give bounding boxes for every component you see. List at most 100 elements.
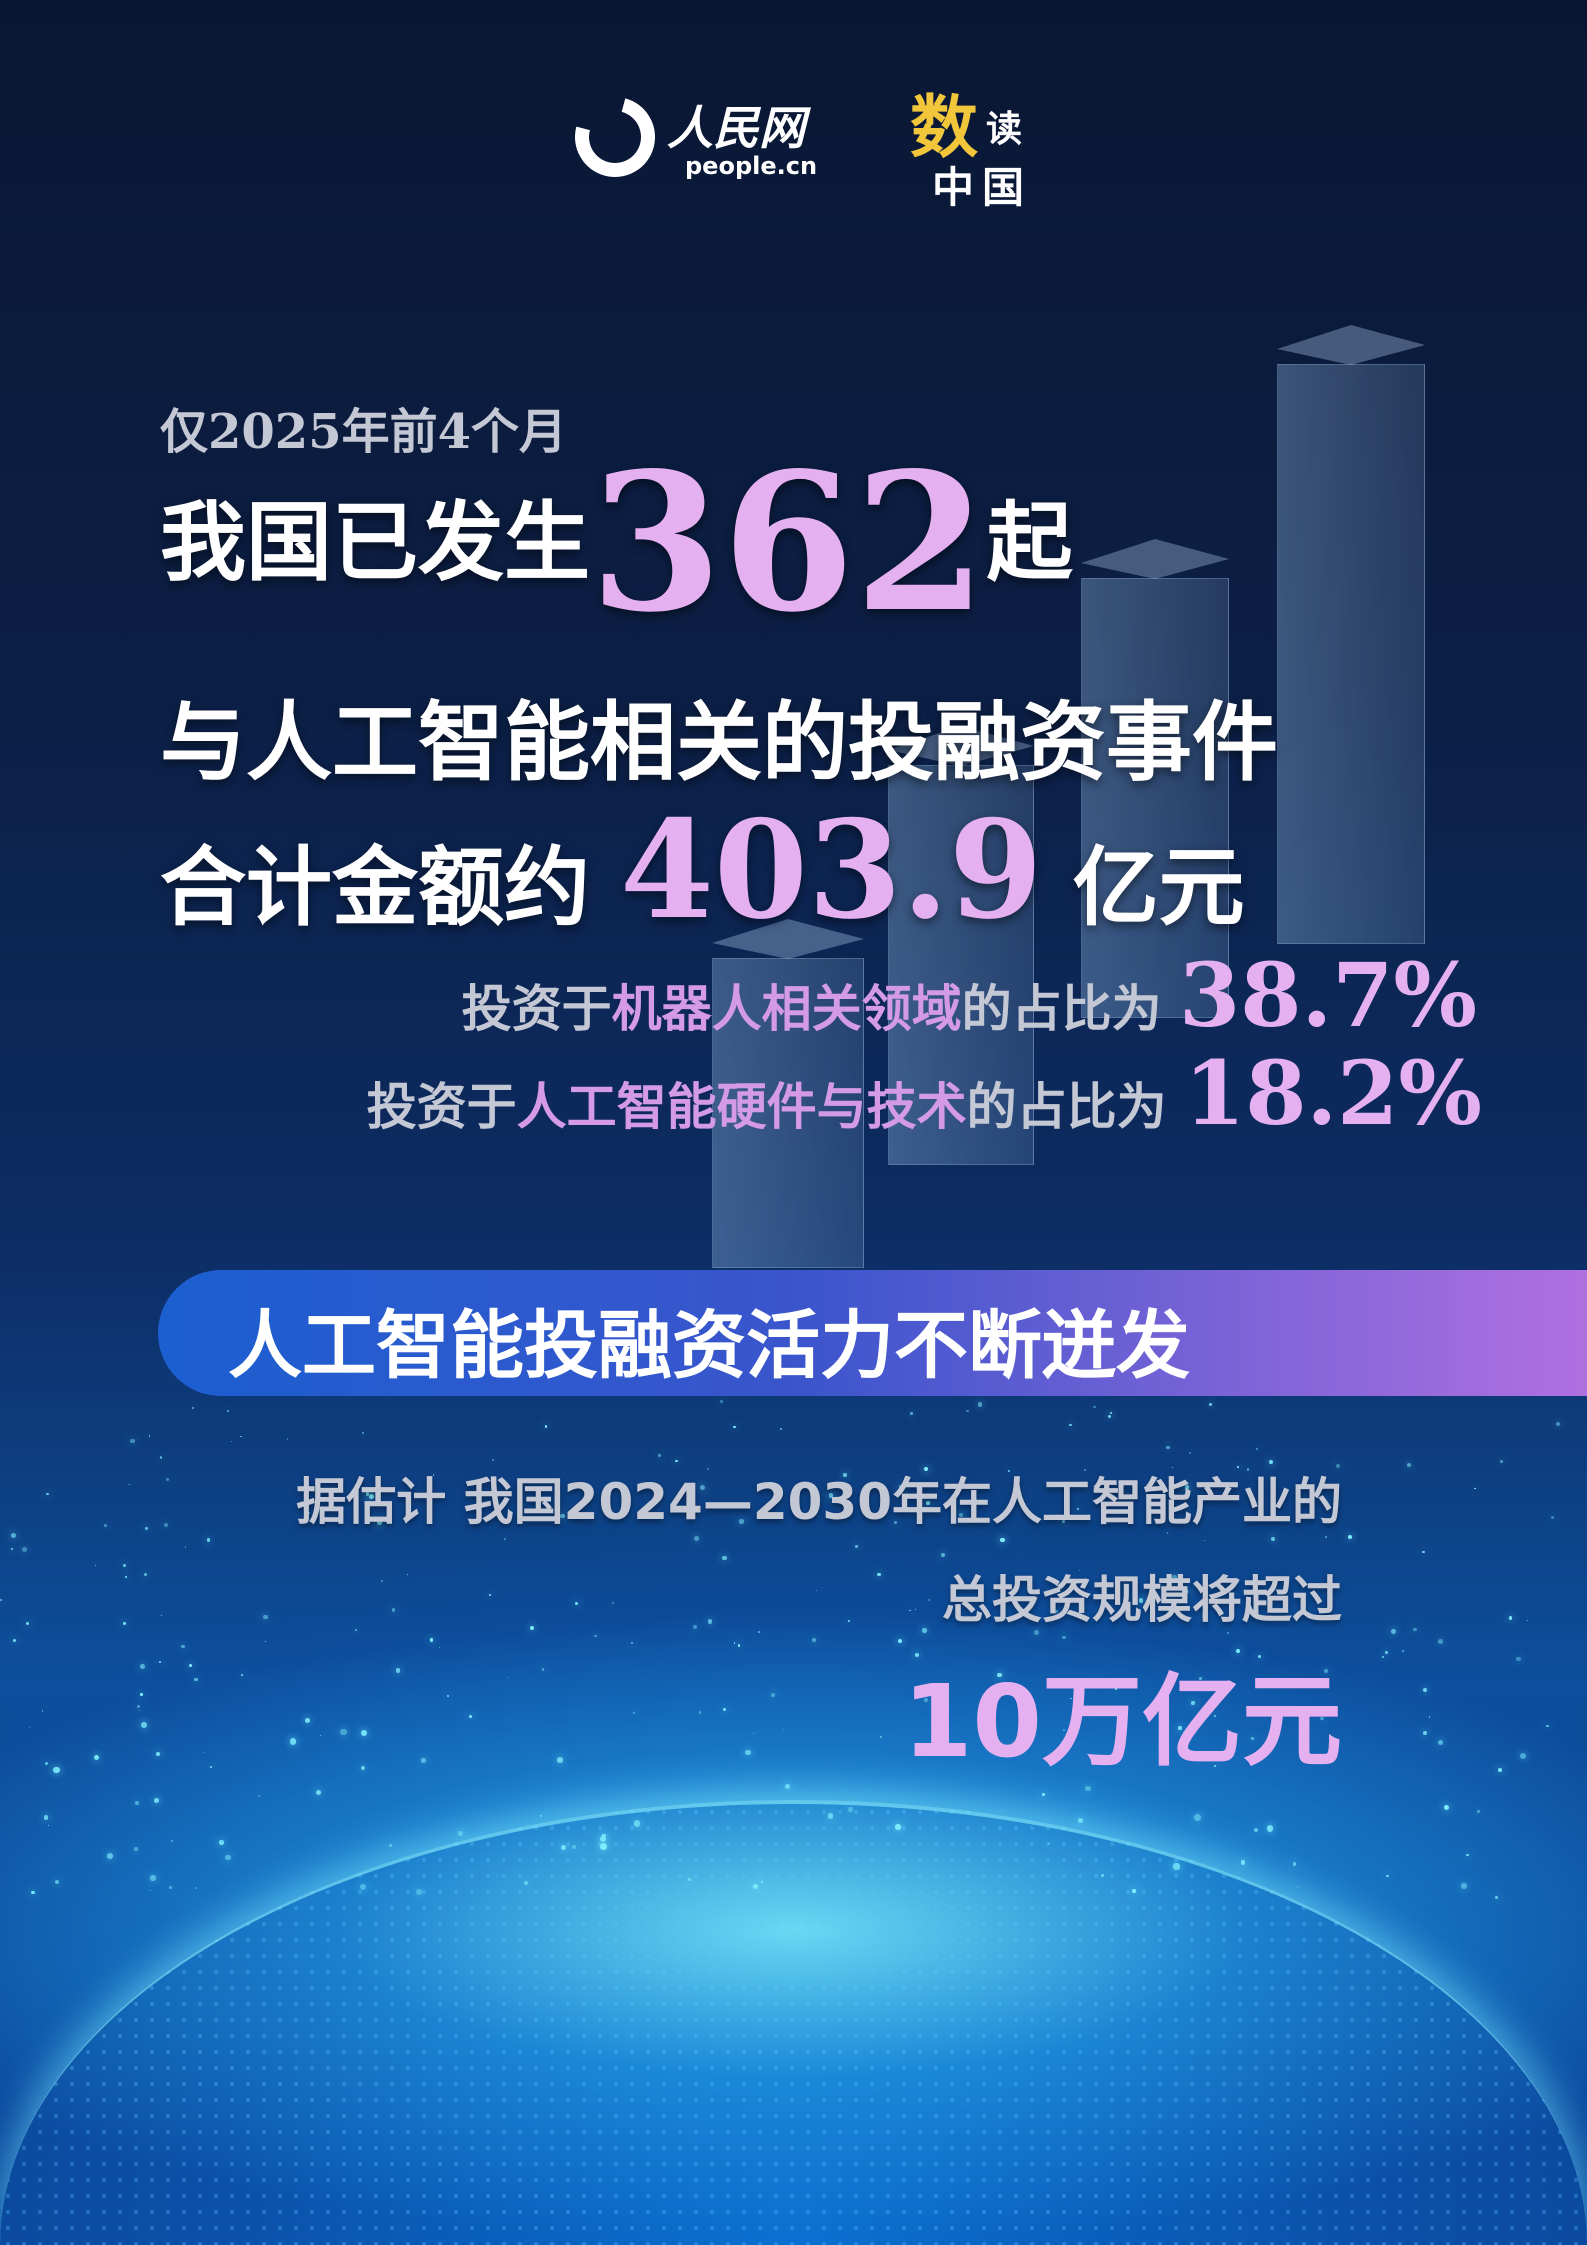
particle-dot xyxy=(1054,1609,1059,1613)
particle-dot xyxy=(150,1889,152,1891)
particle-dot xyxy=(1508,1616,1513,1620)
people-cn-logo: 人民网 people.cn xyxy=(560,82,835,192)
particle-dot xyxy=(155,1752,160,1757)
particle-dot xyxy=(204,1752,206,1754)
people-logo-icon xyxy=(560,82,670,192)
particle-dot xyxy=(1173,1863,1180,1870)
particle-dot xyxy=(160,1614,162,1617)
particle-dot xyxy=(1422,1687,1427,1692)
particle-dot xyxy=(784,1783,790,1789)
event-count: 362 xyxy=(590,431,987,654)
particle-dot xyxy=(95,1565,97,1567)
particle-dot xyxy=(812,1638,816,1642)
particle-dot xyxy=(541,1668,544,1671)
decorative-bar-4 xyxy=(1277,325,1425,944)
particle-dot xyxy=(1178,1726,1182,1730)
particle-dot xyxy=(1076,1507,1080,1511)
particle-dot xyxy=(1078,1569,1081,1572)
particle-dot xyxy=(1466,1853,1469,1857)
particle-dot xyxy=(1271,1536,1276,1541)
particle-dot xyxy=(1422,1550,1425,1554)
particle-dot xyxy=(503,1538,507,1541)
particle-dot xyxy=(1428,1716,1431,1719)
particle-dot xyxy=(572,1844,576,1849)
particle-dot xyxy=(153,1797,159,1804)
particle-dot xyxy=(1323,1668,1329,1673)
particle-dot xyxy=(737,1644,741,1648)
particle-dot xyxy=(600,1836,607,1843)
particle-dot xyxy=(1188,1451,1192,1455)
particle-dot xyxy=(46,1493,49,1496)
particle-dot xyxy=(230,1440,233,1443)
particle-dot xyxy=(1402,1650,1404,1652)
particle-dot xyxy=(1407,1462,1412,1467)
particle-dot xyxy=(1386,1874,1390,1878)
particle-dot xyxy=(760,1881,763,1883)
particle-dot xyxy=(376,1520,382,1526)
particle-dot xyxy=(209,1766,212,1769)
particle-dot xyxy=(1320,1716,1324,1721)
particle-dot xyxy=(1520,1752,1527,1759)
particle-dot xyxy=(1166,1532,1169,1534)
particle-dot xyxy=(1336,1463,1341,1468)
particle-dot xyxy=(1061,1520,1066,1524)
particle-dot xyxy=(815,1590,818,1592)
particle-dot xyxy=(699,1485,705,1491)
particle-dot xyxy=(1494,1895,1499,1900)
particle-dot xyxy=(26,1621,30,1625)
particle-dot xyxy=(910,1412,913,1415)
estimate-value: 10万亿元 xyxy=(902,1663,1342,1780)
particle-dot xyxy=(1516,1656,1521,1662)
particle-dot xyxy=(389,1844,393,1848)
line3-prefix: 合计金额约 xyxy=(160,838,590,938)
particle-dot xyxy=(107,1853,114,1859)
particle-dot xyxy=(0,1598,3,1601)
particle-dot xyxy=(145,1526,149,1530)
particle-dot xyxy=(827,1813,834,1819)
particle-dot xyxy=(707,1619,712,1624)
particle-dot xyxy=(41,1709,44,1712)
particle-dot xyxy=(43,1815,49,1820)
share-prefix: 投资于 xyxy=(366,1078,517,1136)
particle-dot xyxy=(927,1599,930,1602)
particle-dot xyxy=(140,1721,148,1729)
particle-dot xyxy=(898,1638,903,1644)
particle-dot xyxy=(1172,1575,1177,1580)
headline-line3: 合计金额约 403.9 亿元 xyxy=(160,800,1245,958)
particle-dot xyxy=(879,1735,882,1738)
particle-dot xyxy=(899,1485,904,1490)
share-robotics: 投资于机器人相关领域的占比为 38.7% xyxy=(462,945,1477,1059)
particle-dot xyxy=(184,1546,187,1548)
share-suffix: 的占比为 xyxy=(961,980,1162,1038)
particle-dot xyxy=(1203,1539,1206,1541)
share-field: 机器人相关领域 xyxy=(611,980,962,1038)
particle-dot xyxy=(1551,1515,1555,1519)
particle-dot xyxy=(940,1552,946,1558)
particle-dot xyxy=(1292,1862,1297,1866)
particle-dot xyxy=(28,1727,30,1729)
share-suffix: 的占比为 xyxy=(966,1078,1167,1136)
particle-dot xyxy=(307,1511,311,1514)
particle-dot xyxy=(1062,1729,1065,1732)
particle-dot xyxy=(1034,1629,1040,1635)
particle-dot xyxy=(380,1580,383,1583)
particle-dot xyxy=(508,1677,510,1679)
particle-dot xyxy=(489,1594,492,1597)
particle-dot xyxy=(104,1523,108,1527)
particle-dot xyxy=(164,1523,169,1528)
shudu-zhongguo-logo: 数 读 中国 xyxy=(910,72,1060,212)
particle-dot xyxy=(361,1432,364,1435)
particle-dot xyxy=(612,1602,615,1605)
particle-dot xyxy=(575,1601,579,1606)
particle-dot xyxy=(602,1833,606,1838)
particle-dot xyxy=(469,1715,473,1719)
particle-dot xyxy=(1390,1629,1396,1635)
particle-dot xyxy=(1438,1739,1444,1746)
particle-dot xyxy=(420,1758,426,1764)
particle-dot xyxy=(446,1694,450,1698)
particle-dot xyxy=(914,1609,916,1611)
particle-dot xyxy=(123,1563,127,1567)
particle-dot xyxy=(1048,1843,1050,1845)
particle-dot xyxy=(11,1547,13,1550)
particle-dot xyxy=(170,1840,173,1843)
